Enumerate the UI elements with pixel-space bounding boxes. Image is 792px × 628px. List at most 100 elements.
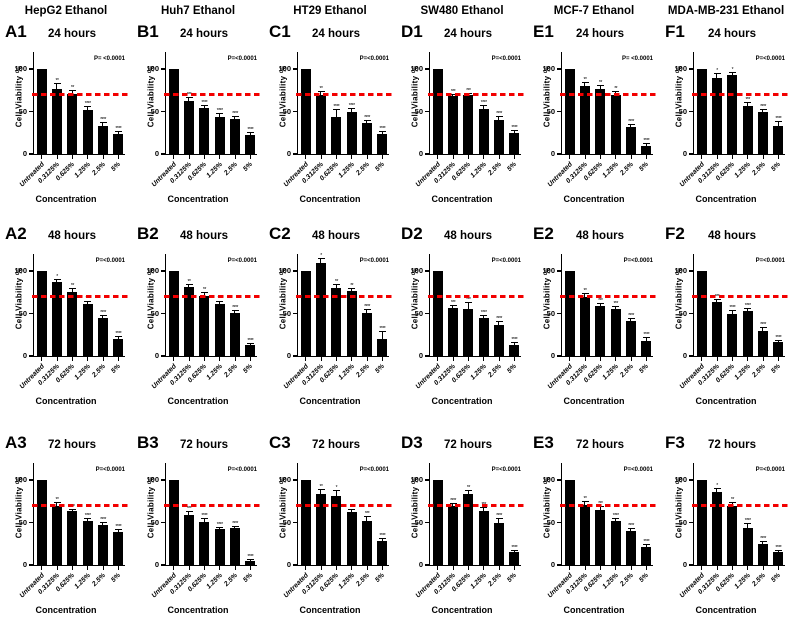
error-bar [774,120,782,126]
x-axis-tick [305,154,307,159]
y-tick-label: 50 [282,106,291,116]
y-tick-label: 0 [154,560,159,569]
y-axis-tick [557,479,562,481]
error-bar [744,308,752,311]
x-tick-label: 1.25% [73,363,92,382]
significance-marker: **** [744,303,751,310]
bar [696,271,707,356]
threshold-dashed-line [32,294,130,298]
spacer [0,210,132,224]
x-axis-label: Concentration [695,396,757,406]
threshold-dashed-line [296,294,394,298]
x-tick-label: 2.5% [751,363,767,379]
bar [463,309,474,356]
threshold-dashed-line [560,294,658,298]
panel-timepoint-title: 24 hours [444,28,492,40]
chart-panel-d3: D3 72 hours Cell Viability % 0 50 100 **** ** **… [396,419,528,628]
y-axis-tick [425,521,430,523]
bar [377,133,388,154]
panel-header: F1 24 hours [660,22,792,46]
panel-timepoint-title: 48 hours [444,230,492,242]
error-bar [449,304,457,309]
y-axis-label: Cell Viability % [146,476,156,539]
y-axis-label: Cell Viability % [410,476,420,539]
threshold-dashed-line [428,92,526,96]
x-tick-labels: Untreated 0.3125% 0.625% 1.25% 2.5% 5% [264,158,396,194]
y-tick-label: 100 [674,475,687,484]
plot-area: 0 50 100 ** ** ** **** **** P= <0.0001 [542,52,658,159]
y-tick-label: 100 [410,64,423,73]
significance-marker: * [335,485,338,492]
chart-panel-b1: Huh7 Ethanol B1 24 hours Cell Viability % 0 5… [132,0,264,210]
panel-label: F1 [665,22,685,41]
x-tick-label: 5% [638,161,651,173]
bar [448,308,458,356]
threshold-dashed-line [32,503,130,507]
x-axis-tick [234,565,236,570]
y-tick-label: 50 [546,517,555,527]
y-tick-label: 50 [546,308,555,318]
bar [742,527,753,565]
spacer [264,419,396,433]
bar [346,111,357,154]
bar [52,282,62,356]
y-axis-tick [29,153,34,155]
x-axis-tick [173,565,175,570]
x-axis-tick [437,356,439,361]
x-tick-label: 1.25% [601,161,620,180]
x-axis-tick [452,356,454,361]
bar [168,69,179,154]
error-bar [612,518,620,521]
y-axis-tick [29,110,34,112]
x-axis-tick [599,565,602,570]
p-value-annotation: P=<0.0001 [359,467,389,473]
y-axis-tick [425,270,430,272]
p-value-annotation: P=<0.0001 [491,467,521,473]
y-tick-label: 100 [146,475,159,484]
significance-marker: **** [729,304,736,311]
bar [316,493,326,565]
x-tick-labels: Untreated 0.3125% 0.625% 1.25% 2.5% 5% [264,360,396,396]
bar [52,88,62,154]
p-value-annotation: P=<0.0001 [95,467,125,473]
y-tick-label: 100 [278,475,291,484]
panel-header: C1 24 hours [264,22,396,46]
x-tick-label: 1.25% [337,363,356,382]
y-axis-tick [425,479,430,481]
x-tick-labels: Untreated 0.3125% 0.625% 1.25% 2.5% 5% [0,158,132,194]
x-tick-label: 1.25% [337,572,356,591]
significance-marker: **** [216,521,223,528]
x-axis-tick [335,356,338,361]
y-tick-label: 0 [22,351,27,360]
y-tick-label: 0 [22,149,27,158]
x-axis-tick [56,154,58,159]
x-tick-labels: Untreated 0.3125% 0.625% 1.25% 2.5% 5% [132,360,264,396]
threshold-dashed-line [164,294,262,298]
spacer [396,419,528,433]
bar [580,86,590,154]
spacer [660,210,792,224]
bar [641,547,652,565]
panel-header: E2 48 hours [528,224,660,248]
x-axis-tick [41,565,43,570]
error-bar [774,549,782,553]
y-axis-label: Cell Viability % [410,65,420,128]
x-axis-tick [249,565,252,570]
x-axis-label: Concentration [563,605,625,615]
x-axis-tick [234,154,236,159]
x-axis-label: Concentration [431,605,493,615]
x-tick-label: 5% [110,363,123,375]
x-tick-labels: Untreated 0.3125% 0.625% 1.25% 2.5% 5% [660,569,792,605]
panel-label: B3 [137,433,159,452]
error-bar [363,119,371,124]
y-axis-tick [689,68,694,70]
y-tick-label: 100 [410,475,423,484]
y-tick-label: 50 [546,106,555,116]
x-axis-tick [351,356,353,361]
y-tick-label: 0 [286,149,291,158]
bar [184,287,194,356]
x-axis-tick [498,565,500,570]
